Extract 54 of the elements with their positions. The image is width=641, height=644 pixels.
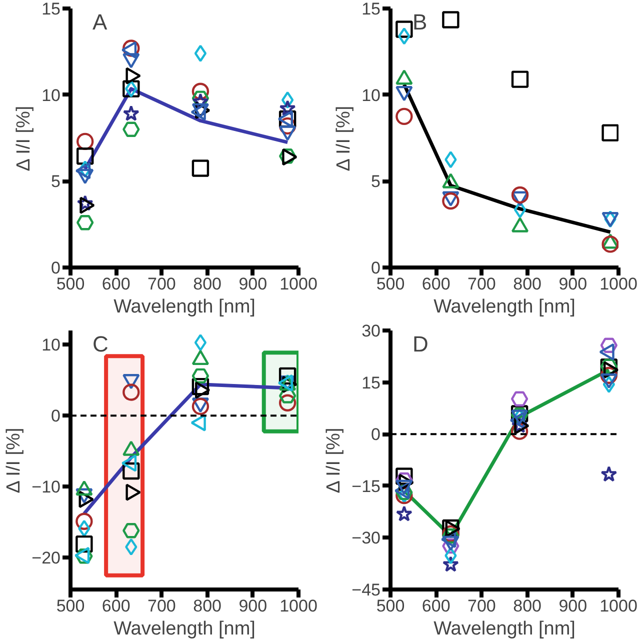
x-tick-label: 900 (238, 596, 268, 616)
y-tick-label: 0 (371, 258, 381, 278)
x-tick-label: 800 (193, 596, 222, 616)
chart-title: C (92, 332, 108, 356)
y-tick-label: 10 (362, 86, 381, 105)
x-axis-title: Wavelength [nm] (434, 296, 576, 318)
chart-title: A (92, 10, 108, 34)
chart-title: B (412, 10, 428, 34)
x-tick-label: 500 (376, 596, 405, 616)
x-tick-label: 800 (193, 274, 222, 294)
x-tick-label: 600 (422, 596, 450, 616)
x-tick-label: 600 (102, 274, 130, 294)
x-tick-label: 700 (148, 596, 176, 616)
y-tick-label: 15 (362, 0, 381, 18)
x-tick-label: 1000 (600, 274, 638, 294)
x-tick-label: 800 (513, 274, 542, 294)
x-tick-label: 1000 (600, 596, 638, 616)
x-axis-title: Wavelength [nm] (114, 296, 256, 318)
x-tick-label: 900 (238, 274, 268, 294)
x-tick-label: 700 (468, 596, 496, 616)
y-tick-label: −30 (352, 528, 381, 548)
y-tick-label: 30 (362, 322, 381, 340)
y-tick-label: −10 (32, 478, 61, 497)
chart-title: D (412, 332, 428, 356)
x-tick-label: 500 (56, 274, 85, 294)
y-axis-title: Δ I/I [%] (334, 106, 355, 172)
x-tick-label: 900 (558, 596, 588, 616)
y-tick-label: 0 (51, 406, 61, 426)
y-tick-label: 0 (51, 258, 61, 278)
x-tick-label: 700 (148, 274, 176, 294)
x-tick-label: 500 (56, 596, 85, 616)
y-tick-label: 10 (42, 86, 61, 105)
y-tick-label: 5 (371, 172, 381, 192)
y-tick-label: 0 (371, 425, 381, 444)
x-tick-label: 1000 (280, 596, 318, 616)
x-tick-label: 800 (513, 596, 542, 616)
y-axis-title: Δ I/I [%] (324, 428, 345, 494)
y-tick-label: 15 (42, 0, 61, 18)
x-tick-label: 900 (558, 274, 588, 294)
y-axis-title: Δ I/I [%] (4, 428, 25, 494)
y-axis-title: Δ I/I [%] (14, 106, 35, 172)
x-axis-title: Wavelength [nm] (114, 618, 256, 640)
y-tick-label: 15 (362, 373, 381, 392)
y-tick-label: 10 (42, 336, 61, 355)
x-tick-label: 700 (468, 274, 496, 294)
y-tick-label: −20 (32, 548, 61, 568)
y-tick-label: −45 (352, 580, 381, 600)
x-tick-label: 500 (376, 274, 405, 294)
y-tick-label: 5 (51, 172, 61, 192)
x-tick-label: 1000 (280, 274, 318, 294)
x-tick-label: 600 (422, 274, 450, 294)
x-tick-label: 600 (102, 596, 130, 616)
y-tick-label: −15 (352, 476, 381, 496)
x-axis-title: Wavelength [nm] (434, 618, 576, 640)
